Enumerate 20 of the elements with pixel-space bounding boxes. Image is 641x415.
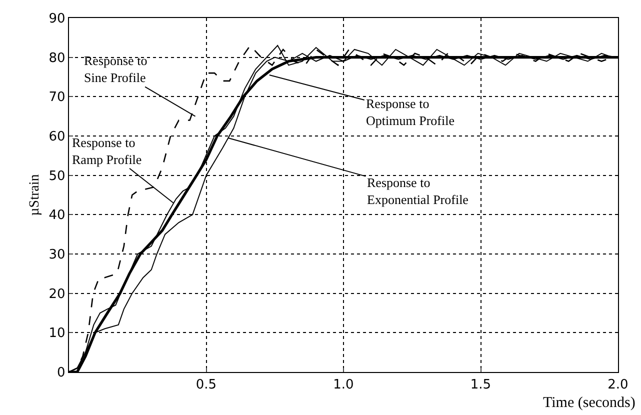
x-tick-label: 0.5	[196, 378, 217, 393]
y-tick-label: 90	[48, 12, 66, 27]
y-tick-label: 30	[48, 248, 66, 263]
y-tick-label: 50	[48, 168, 66, 184]
y-axis-title: µStrain	[27, 174, 42, 216]
y-tick-label: 0	[57, 366, 66, 381]
y-tick-label: 60	[48, 130, 66, 145]
x-axis-title: Time (seconds)	[543, 395, 636, 411]
x-tick-label: 1.0	[333, 378, 354, 393]
x-tick-label: 2.0	[608, 378, 628, 393]
x-tick-label: 1.5	[470, 378, 492, 393]
annotation: Response to Sine Profile	[84, 53, 148, 85]
annotation: Response to Ramp Profile	[72, 135, 142, 167]
annotation: Response to Optimum Profile	[366, 96, 455, 128]
annotation: Response to Exponential Profile	[367, 175, 469, 207]
y-tick-label: 20	[48, 286, 66, 302]
y-tick-label: 10	[48, 326, 66, 342]
y-tick-label: 80	[48, 50, 66, 66]
y-tick-label: 70	[48, 90, 66, 106]
y-tick-label: 40	[48, 208, 66, 224]
